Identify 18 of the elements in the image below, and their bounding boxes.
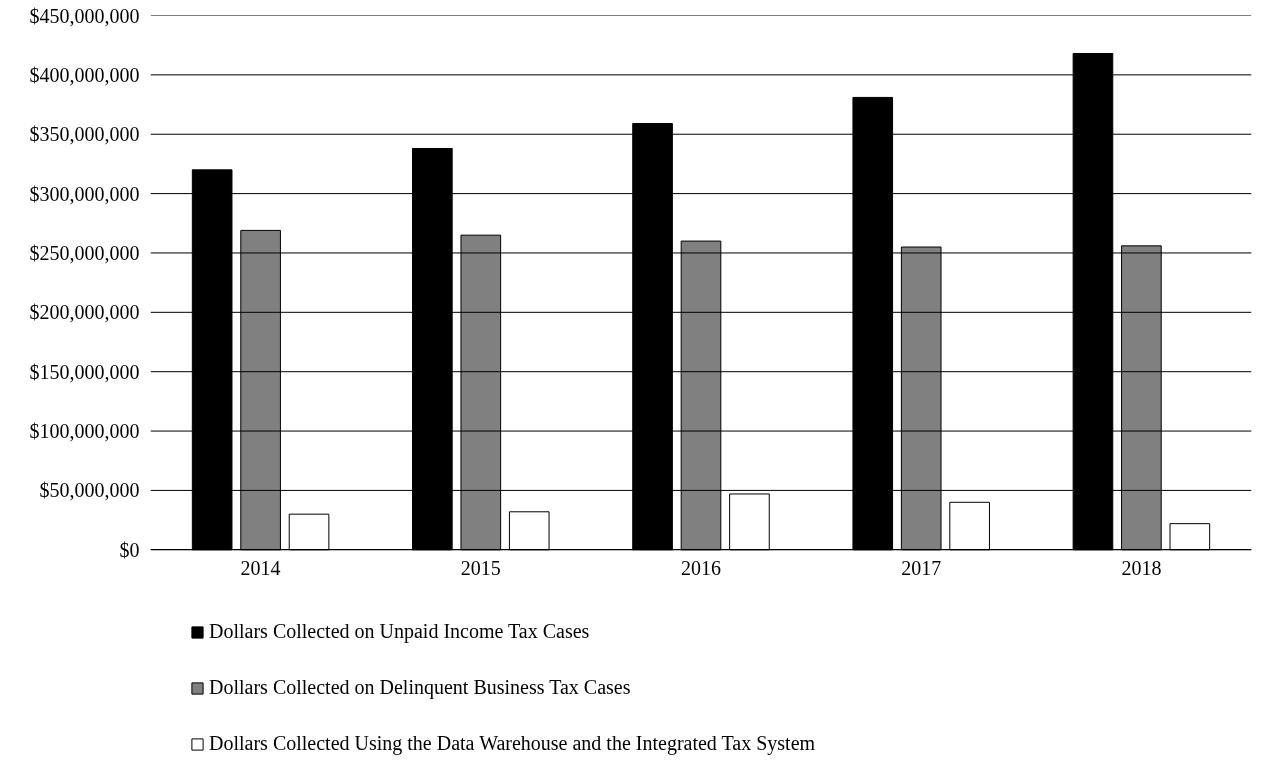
x-tick-label: 2014 (240, 556, 281, 579)
legend-label: Dollars Collected on Delinquent Business Tax Cases (209, 676, 631, 699)
y-tick-label: $100,000,000 (29, 420, 140, 443)
legend-label: Dollars Collected Using the Data Warehouse and the Integrated Tax System (209, 732, 816, 755)
y-tick-label: $300,000,000 (29, 182, 140, 205)
y-tick-label: $0 (119, 538, 140, 561)
y-tick-label: $200,000,000 (29, 301, 140, 324)
x-tick-label: 2018 (1121, 556, 1162, 579)
y-tick-label: $50,000,000 (39, 479, 140, 502)
x-tick-label: 2016 (681, 556, 721, 579)
y-tick-label: $150,000,000 (29, 360, 140, 383)
y-tick-label: $450,000,000 (29, 4, 140, 27)
x-tick-label: 2015 (460, 556, 501, 579)
y-tick-label: $400,000,000 (29, 63, 140, 86)
legend-label: Dollars Collected on Unpaid Income Tax Cases (209, 620, 590, 643)
y-tick-label: $250,000,000 (29, 241, 140, 264)
y-tick-label: $350,000,000 (29, 123, 140, 146)
x-tick-label: 2017 (901, 556, 942, 579)
